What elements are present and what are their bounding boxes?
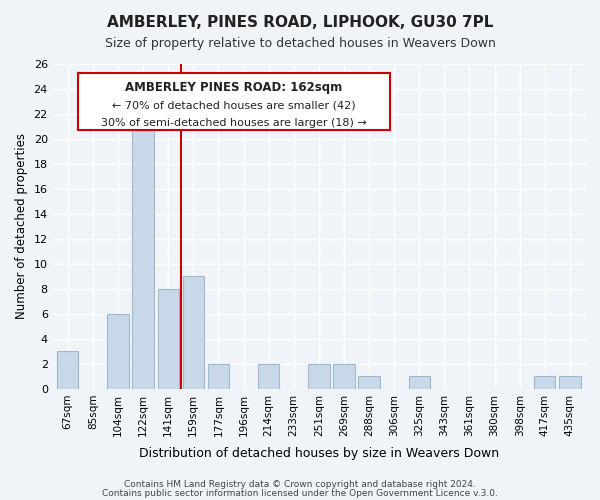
Bar [208,364,229,389]
Text: 30% of semi-detached houses are larger (18) →: 30% of semi-detached houses are larger (… [101,118,367,128]
Bar [258,364,279,389]
Text: AMBERLEY PINES ROAD: 162sqm: AMBERLEY PINES ROAD: 162sqm [125,81,343,94]
Y-axis label: Number of detached properties: Number of detached properties [15,134,28,320]
Bar [409,376,430,389]
Bar [158,289,179,389]
Bar [534,376,556,389]
Text: ← 70% of detached houses are smaller (42): ← 70% of detached houses are smaller (42… [112,100,356,110]
Bar [57,352,79,389]
X-axis label: Distribution of detached houses by size in Weavers Down: Distribution of detached houses by size … [139,447,499,460]
Text: Contains HM Land Registry data © Crown copyright and database right 2024.: Contains HM Land Registry data © Crown c… [124,480,476,489]
Text: AMBERLEY, PINES ROAD, LIPHOOK, GU30 7PL: AMBERLEY, PINES ROAD, LIPHOOK, GU30 7PL [107,15,493,30]
Text: Size of property relative to detached houses in Weavers Down: Size of property relative to detached ho… [104,38,496,51]
Bar [333,364,355,389]
Bar [133,126,154,389]
Bar [107,314,128,389]
Text: Contains public sector information licensed under the Open Government Licence v.: Contains public sector information licen… [102,488,498,498]
Bar [358,376,380,389]
Bar [182,276,204,389]
Bar [559,376,581,389]
Bar [308,364,329,389]
